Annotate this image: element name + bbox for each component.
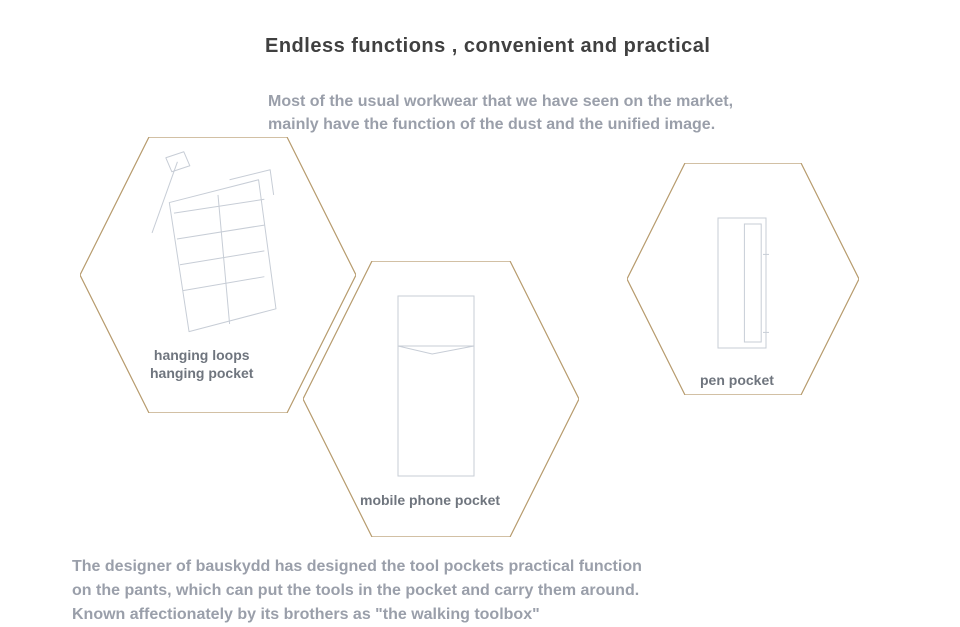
hexagon-hanging-label: hanging loops hanging pocket: [150, 347, 253, 382]
intro-line-1: Most of the usual workwear that we have …: [268, 93, 733, 110]
intro-text: Most of the usual workwear that we have …: [268, 90, 733, 136]
hexagon-phone-label: mobile phone pocket: [360, 492, 500, 510]
intro-line-2: mainly have the function of the dust and…: [268, 116, 715, 133]
hexagon-pen-label: pen pocket: [700, 372, 774, 390]
page-title: Endless functions , convenient and pract…: [265, 35, 710, 58]
bottom-line-1: The designer of bauskydd has designed th…: [72, 558, 642, 575]
hexagon-pen: [627, 163, 859, 395]
hexagon-pen-shape: [627, 163, 859, 395]
bottom-line-3: Known affectionately by its brothers as …: [72, 606, 540, 623]
bottom-text: The designer of bauskydd has designed th…: [72, 555, 642, 627]
bottom-line-2: on the pants, which can put the tools in…: [72, 582, 639, 599]
